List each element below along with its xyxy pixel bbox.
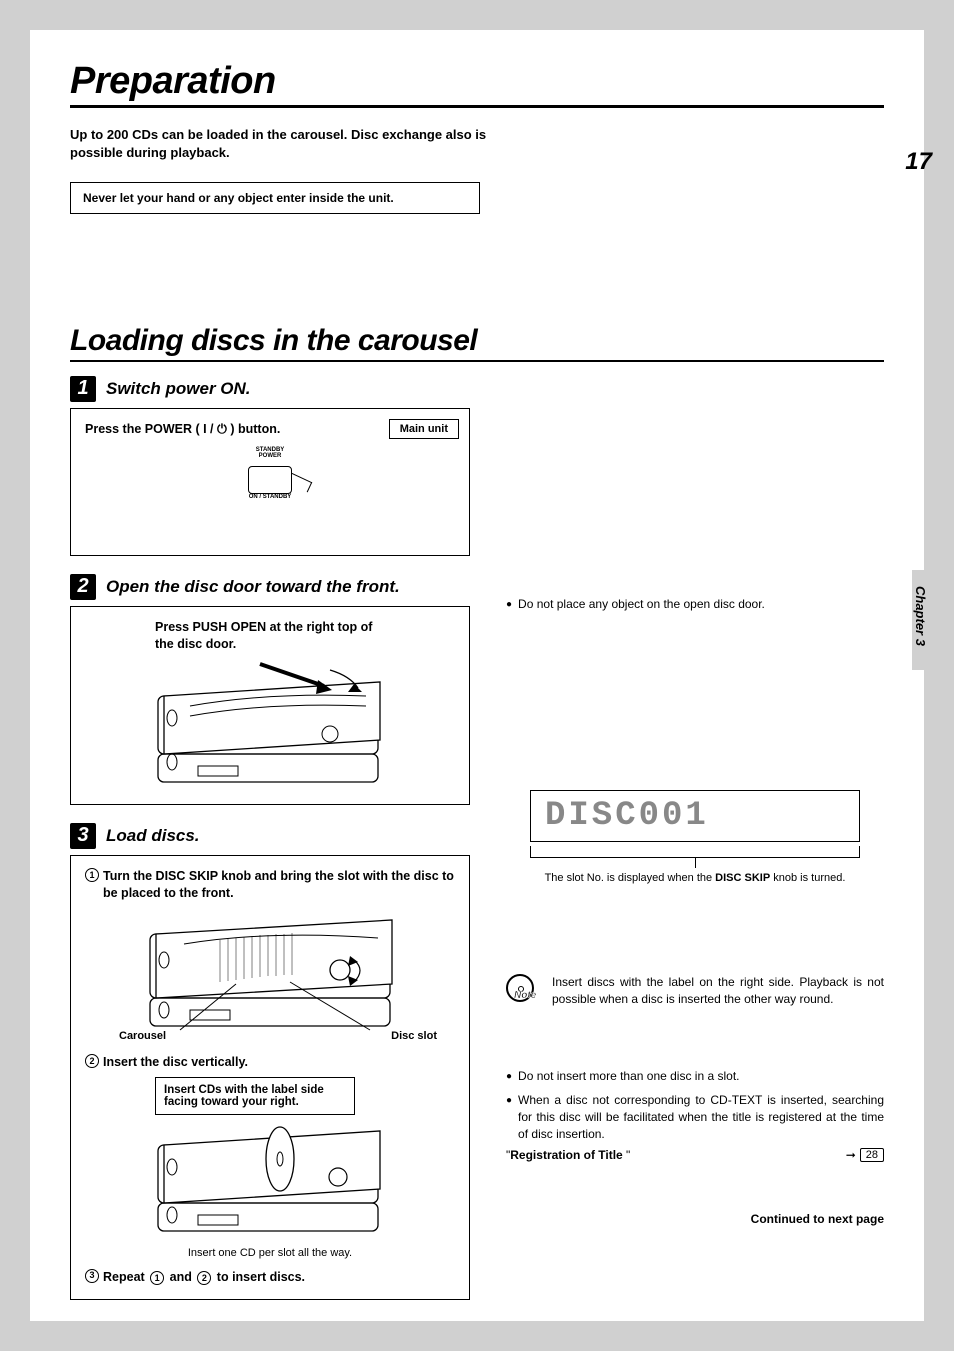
power-button-icon (248, 466, 292, 494)
step-title-2: Open the disc door toward the front. (106, 577, 400, 597)
step-1: 1 Switch power ON. Main unit Press the P… (70, 376, 470, 556)
bullet-1: ● Do not insert more than one disc in a … (506, 1068, 884, 1086)
step2-instruction: Press PUSH OPEN at the right top of the … (155, 619, 385, 654)
power-diagram: STANDBY POWER ON / STANDBY (85, 447, 455, 537)
ref-page-number: 28 (860, 1148, 884, 1162)
inst-suffix: ) button. (227, 422, 280, 436)
device-carousel-diagram (140, 910, 400, 1040)
substep-1: 1 Turn the DISC SKIP knob and bring the … (85, 868, 455, 902)
substep-3-text: Repeat 1 and 2 to insert discs. (103, 1269, 305, 1286)
note-text: Insert discs with the label on the right… (552, 974, 884, 1008)
continued-text: Continued to next page (506, 1212, 884, 1226)
reference-row: "Registration of Title " ➞ 28 (506, 1148, 884, 1162)
bullet-icon: ● (506, 1068, 512, 1086)
page-title: Preparation (70, 60, 884, 108)
display-text: DISC001 (545, 797, 709, 835)
pwr-label-bot: ON / STANDBY (85, 494, 455, 501)
device-open-diagram (150, 662, 390, 792)
substep-3: 3 Repeat 1 and 2 to insert discs. (85, 1269, 455, 1286)
bullet-door: ● Do not place any object on the open di… (506, 596, 884, 614)
display-caption: The slot No. is displayed when the DISC … (506, 872, 884, 884)
substep-2-text: Insert the disc vertically. (103, 1054, 248, 1071)
step-2: 2 Open the disc door toward the front. P… (70, 574, 470, 805)
warning-box: Never let your hand or any object enter … (70, 182, 480, 214)
step-number-1: 1 (70, 376, 96, 402)
step-number-3: 3 (70, 823, 96, 849)
insert-instruction-box: Insert CDs with the label side facing to… (155, 1077, 355, 1115)
chapter-label: Chapter 3 (913, 586, 928, 646)
page-number: 17 (905, 148, 932, 176)
note-row: Note Insert discs with the label on the … (506, 974, 884, 1008)
bullet-icon: ● (506, 1092, 512, 1142)
insert-caption: Insert one CD per slot all the way. (85, 1247, 455, 1259)
circle-1-icon: 1 (85, 868, 99, 882)
main-unit-tag: Main unit (389, 419, 459, 439)
display-underline (530, 846, 860, 858)
display-box: DISC001 (530, 790, 860, 842)
substep-2: 2 Insert the disc vertically. (85, 1054, 455, 1071)
pwr-label-mid: POWER (85, 453, 455, 460)
intro-text: Up to 200 CDs can be loaded in the carou… (70, 126, 490, 162)
carousel-label: Carousel (119, 1030, 166, 1042)
bullet-1-text: Do not insert more than one disc in a sl… (518, 1068, 884, 1086)
circle-2-icon: 2 (85, 1054, 99, 1068)
ref-page: ➞ 28 (846, 1148, 884, 1162)
note-icon: Note (506, 974, 542, 1004)
inst-prefix: Press the POWER ( (85, 422, 203, 436)
device-insert-diagram (150, 1123, 390, 1243)
bullet-2: ● When a disc not corresponding to CD-TE… (506, 1092, 884, 1142)
bullet-2-text: When a disc not corresponding to CD-TEXT… (518, 1092, 884, 1142)
step-title-3: Load discs. (106, 826, 200, 846)
pwr-label-top: STANDBY (85, 447, 455, 454)
disc-slot-label: Disc slot (391, 1030, 437, 1042)
step-title-1: Switch power ON. (106, 379, 251, 399)
bullet-icon: ● (506, 596, 512, 614)
arrow-icon: ➞ (846, 1148, 856, 1162)
step-3: 3 Load discs. 1 Turn the DISC SKIP knob … (70, 823, 470, 1301)
reg-title: "Registration of Title " (506, 1148, 630, 1162)
chapter-tab: Chapter 3 (912, 570, 932, 670)
circle-3-icon: 3 (85, 1269, 99, 1283)
subtitle: Loading discs in the carousel (70, 324, 884, 362)
bullet-door-text: Do not place any object on the open disc… (518, 596, 884, 614)
step-number-2: 2 (70, 574, 96, 600)
substep-1-text: Turn the DISC SKIP knob and bring the sl… (103, 868, 455, 902)
